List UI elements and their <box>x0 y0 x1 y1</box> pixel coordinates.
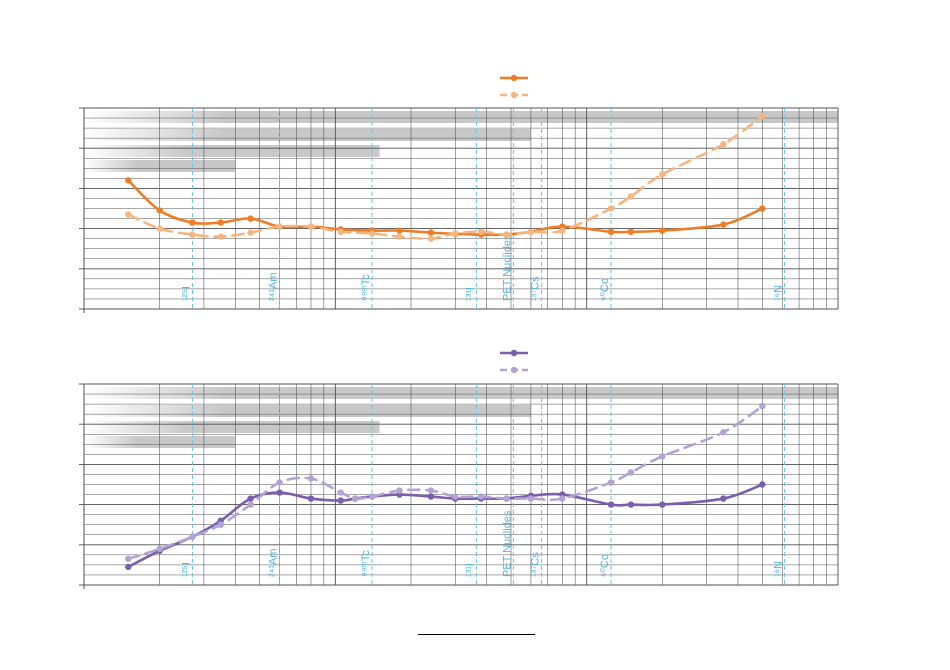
series-line-2 <box>126 404 764 561</box>
legend-marker-1 <box>510 74 518 82</box>
data-point <box>759 481 766 488</box>
data-point <box>276 479 283 486</box>
data-point <box>477 228 485 236</box>
data-point <box>720 429 727 436</box>
reference-label: ¹⁶N <box>773 285 785 301</box>
data-point <box>368 493 376 500</box>
data-point <box>396 227 403 234</box>
data-point <box>527 495 535 502</box>
data-point <box>720 495 727 502</box>
data-point <box>607 228 615 236</box>
data-point <box>307 475 315 482</box>
data-point <box>659 227 666 234</box>
data-point <box>352 495 359 502</box>
data-point <box>659 501 666 508</box>
data-point <box>396 487 403 494</box>
data-point <box>559 227 566 234</box>
legend-marker-2 <box>510 366 518 374</box>
data-point <box>427 235 435 242</box>
reference-label: ¹³⁷Cs <box>530 552 542 577</box>
data-point <box>477 493 485 500</box>
reference-label: ¹³¹I <box>464 563 476 577</box>
data-point <box>156 545 163 553</box>
reference-label: PET Nuclides <box>501 234 513 301</box>
data-point <box>189 533 196 540</box>
reference-label: ⁹⁹ᵐTc <box>360 274 372 301</box>
data-point <box>427 493 435 500</box>
shaded-band <box>84 387 838 399</box>
data-point <box>627 228 635 236</box>
data-point <box>659 453 666 460</box>
data-point <box>452 493 459 500</box>
data-point <box>427 487 435 494</box>
data-point <box>659 171 666 178</box>
data-point <box>503 231 510 238</box>
data-point <box>217 219 224 226</box>
shaded-band <box>84 111 838 123</box>
data-point <box>720 140 727 148</box>
data-point <box>627 469 635 476</box>
data-point <box>396 233 403 240</box>
data-point <box>527 228 535 236</box>
data-point <box>337 489 344 496</box>
data-point <box>503 495 510 502</box>
data-point <box>627 501 635 508</box>
reference-label: ²⁴¹Am <box>268 272 280 301</box>
data-point <box>759 402 766 410</box>
data-point <box>125 555 132 563</box>
data-point <box>247 501 254 508</box>
data-point <box>125 177 132 184</box>
data-point <box>217 233 224 240</box>
chart-panel-2: ¹²⁵I ²⁴¹Am ⁹⁹ᵐTc ¹³¹I PET Nuclides ¹³⁷Cs ⁶⁰Co ¹… <box>79 349 839 589</box>
reference-label: ¹⁶N <box>773 561 785 577</box>
data-point <box>247 495 254 502</box>
data-point <box>156 225 163 232</box>
reference-label: ¹³¹I <box>464 287 476 301</box>
data-point <box>189 231 196 238</box>
data-point <box>125 211 132 218</box>
data-point <box>125 563 132 571</box>
reference-label: ¹²⁵I <box>180 286 192 301</box>
data-point <box>720 221 727 228</box>
reference-label: ⁹⁹ᵐTc <box>360 550 372 577</box>
data-point <box>607 501 615 508</box>
data-point <box>337 228 344 236</box>
data-point <box>276 223 283 230</box>
data-point <box>307 223 315 230</box>
data-point <box>217 521 224 528</box>
data-point <box>337 497 344 504</box>
shaded-band <box>84 129 531 141</box>
chart-panel-1: ¹²⁵I ²⁴¹Am ⁹⁹ᵐTc ¹³¹I PET Nuclides ¹³⁷Cs ⁶⁰Co ¹… <box>79 74 839 313</box>
legend-marker-2 <box>510 91 518 99</box>
data-point <box>607 479 615 486</box>
reference-label: PET Nuclides <box>501 510 513 577</box>
data-point <box>559 495 566 502</box>
data-point <box>276 489 283 496</box>
data-point <box>247 229 254 236</box>
reference-label: ¹³⁷Cs <box>530 276 542 301</box>
data-point <box>427 229 435 236</box>
reference-label: ¹²⁵I <box>180 562 192 577</box>
data-point <box>247 215 254 222</box>
data-point <box>156 207 163 214</box>
footer-rule <box>418 634 535 635</box>
data-point <box>368 230 376 237</box>
data-point <box>759 205 766 212</box>
data-point <box>452 230 459 237</box>
legend-marker-1 <box>510 349 518 357</box>
reference-label: ⁶⁰Co <box>599 278 611 301</box>
data-point <box>759 112 766 120</box>
series-line-1 <box>126 483 764 569</box>
shaded-band <box>84 405 531 417</box>
data-point <box>307 495 315 502</box>
reference-label: ⁶⁰Co <box>599 554 611 577</box>
data-point <box>627 193 635 200</box>
reference-label: ²⁴¹Am <box>268 548 280 577</box>
data-point <box>189 219 196 226</box>
data-point <box>607 205 615 212</box>
